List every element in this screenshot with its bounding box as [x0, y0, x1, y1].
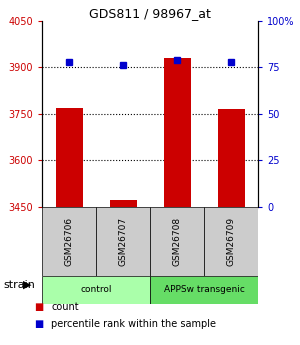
Text: GSM26707: GSM26707 — [118, 217, 127, 266]
Bar — [96, 207, 150, 276]
Text: strain: strain — [3, 280, 35, 289]
Bar — [204, 207, 258, 276]
Bar — [110, 200, 136, 345]
Bar — [164, 58, 190, 345]
Text: ■: ■ — [34, 302, 43, 312]
Bar — [42, 276, 150, 304]
Bar — [218, 109, 244, 345]
Title: GDS811 / 98967_at: GDS811 / 98967_at — [89, 7, 211, 20]
Bar — [42, 207, 96, 276]
Text: GSM26708: GSM26708 — [172, 217, 182, 266]
Text: APPSw transgenic: APPSw transgenic — [164, 285, 244, 294]
Text: control: control — [80, 285, 112, 294]
Bar — [150, 207, 204, 276]
Text: GSM26706: GSM26706 — [64, 217, 74, 266]
Bar — [150, 276, 258, 304]
Bar — [56, 108, 82, 345]
Text: GSM26709: GSM26709 — [226, 217, 236, 266]
Text: ■: ■ — [34, 319, 43, 329]
Text: percentile rank within the sample: percentile rank within the sample — [51, 319, 216, 329]
Text: ▶: ▶ — [23, 280, 31, 289]
Text: count: count — [51, 302, 79, 312]
